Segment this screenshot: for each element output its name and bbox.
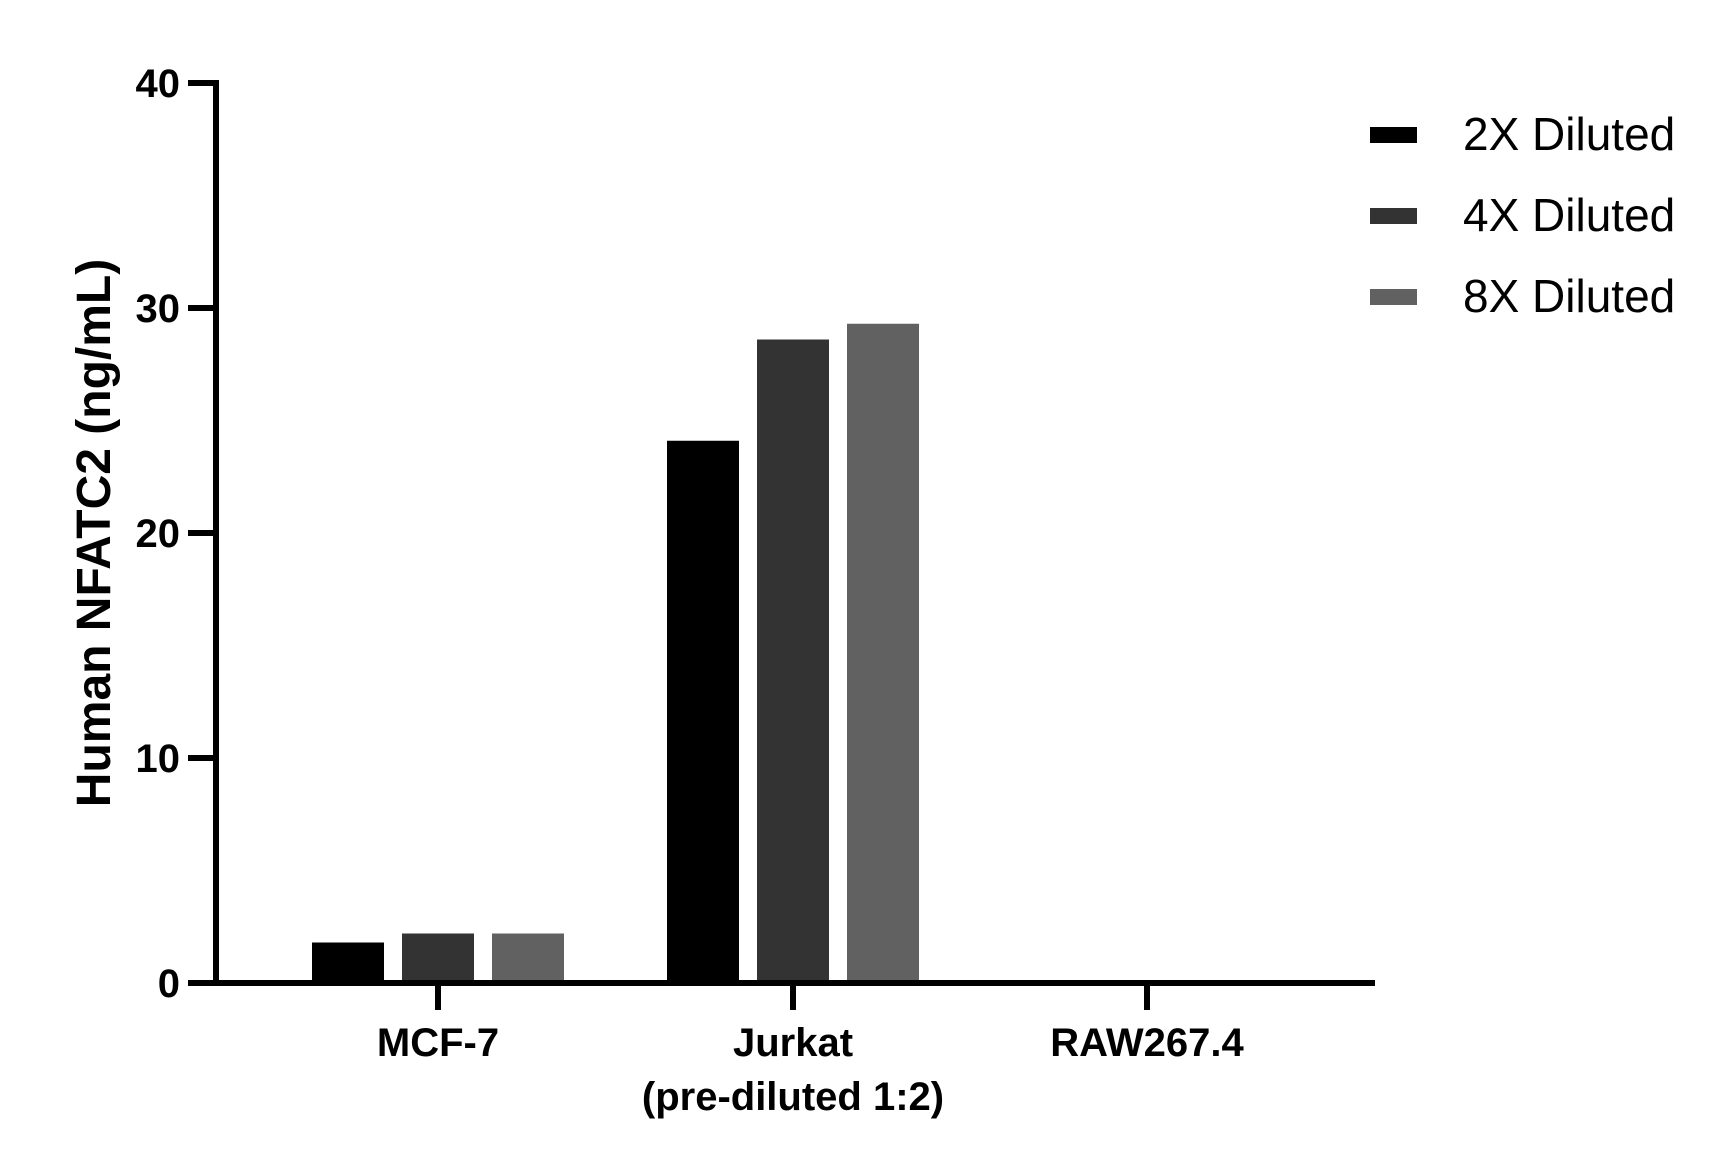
- bar: [402, 933, 474, 983]
- y-tick-label: 10: [136, 737, 181, 781]
- bar: [492, 933, 564, 983]
- legend-swatch: [1370, 289, 1417, 305]
- y-tick-label: 0: [158, 962, 180, 1006]
- x-category-label: (pre-diluted 1:2): [642, 1075, 944, 1119]
- y-axis-ticks: 0 10 20 30 40: [136, 62, 216, 1006]
- legend-label: 2X Diluted: [1463, 108, 1675, 160]
- y-tick-label: 30: [136, 287, 181, 331]
- y-tick-label: 40: [136, 62, 181, 106]
- bar: [757, 339, 829, 983]
- bar: [667, 440, 739, 983]
- x-category-label: MCF-7: [377, 1021, 499, 1065]
- legend-swatch: [1370, 208, 1417, 224]
- legend-label: 8X Diluted: [1463, 270, 1675, 322]
- legend-swatch: [1370, 127, 1417, 143]
- x-axis-ticks: MCF-7 Jurkat (pre-diluted 1:2) RAW267.4: [377, 983, 1244, 1119]
- legend: 2X Diluted 4X Diluted 8X Diluted: [1370, 108, 1675, 322]
- y-axis-title: Human NFATC2 (ng/mL): [68, 259, 121, 807]
- x-category-label: Jurkat: [733, 1021, 853, 1065]
- bars-group: [312, 323, 919, 983]
- bar: [847, 323, 919, 983]
- legend-label: 4X Diluted: [1463, 189, 1675, 241]
- bar: [312, 942, 384, 983]
- y-tick-label: 20: [136, 512, 181, 556]
- x-category-label: RAW267.4: [1050, 1021, 1244, 1065]
